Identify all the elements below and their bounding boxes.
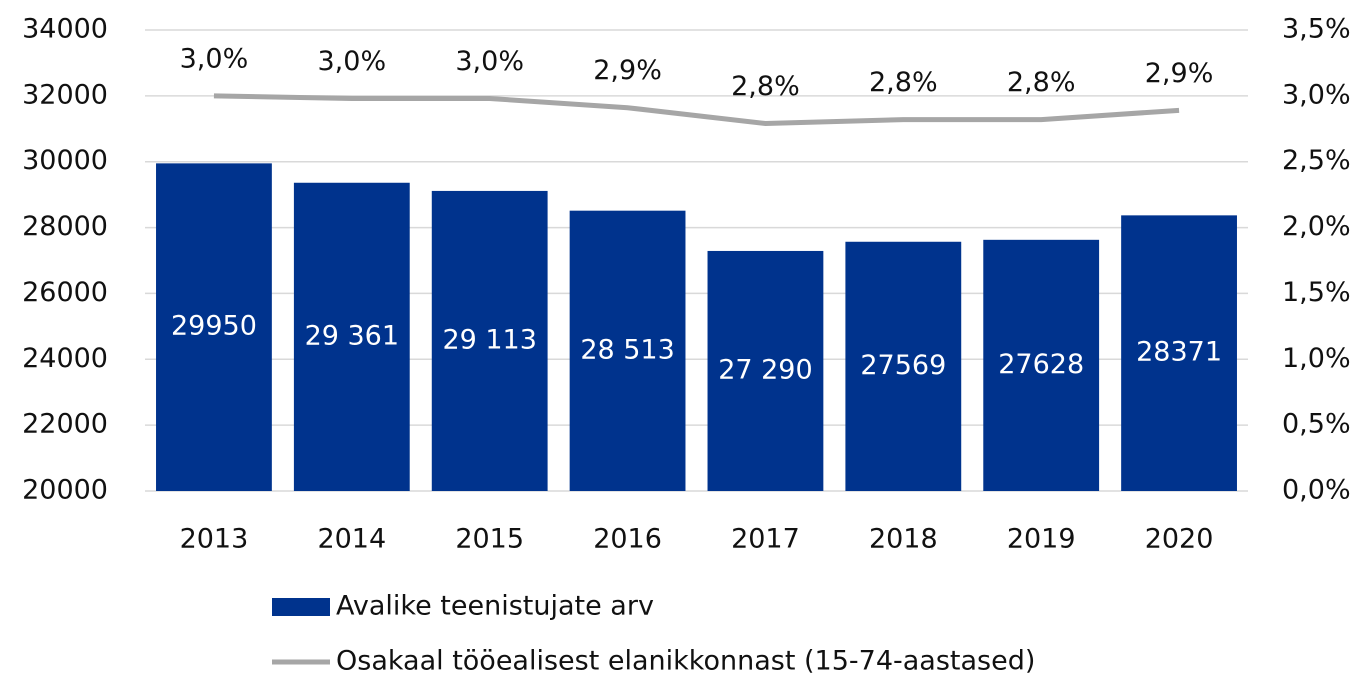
y2-tick-label: 3,5% (1282, 14, 1351, 45)
y-tick-label: 20000 (22, 475, 108, 506)
bar-value-label: 27 290 (718, 354, 812, 385)
y2-tick-label: 1,0% (1282, 343, 1351, 374)
y2-tick-label: 1,5% (1282, 277, 1351, 308)
x-tick-label: 2015 (455, 524, 524, 555)
bar (293, 182, 410, 491)
bar (1121, 215, 1237, 492)
bar (569, 210, 686, 491)
y-tick-label: 28000 (22, 211, 108, 242)
line-value-label: 3,0% (455, 46, 524, 77)
x-tick-label: 2019 (1007, 524, 1076, 555)
line-value-label: 2,9% (593, 55, 662, 86)
y2-tick-label: 3,0% (1282, 79, 1351, 110)
y2-tick-label: 2,0% (1282, 211, 1351, 242)
line-value-label: 2,9% (1145, 58, 1214, 89)
x-tick-label: 2018 (869, 524, 938, 555)
bar-value-label: 28371 (1136, 337, 1222, 368)
bar (156, 163, 272, 491)
bar-value-label: 27569 (860, 350, 946, 381)
bar-value-label: 29950 (171, 311, 257, 342)
legend-swatch (272, 598, 330, 616)
legend-label: Avalike teenistujate arv (336, 591, 654, 622)
y-tick-label: 32000 (22, 79, 108, 110)
x-tick-label: 2016 (593, 524, 662, 555)
line (213, 93, 1180, 127)
bar-value-label: 29 113 (442, 324, 536, 355)
y2-tick-label: 0,5% (1282, 409, 1351, 440)
bar-value-label: 29 361 (305, 320, 399, 351)
line-value-label: 3,0% (318, 46, 387, 77)
line-value-label: 2,8% (1007, 67, 1076, 98)
bar (707, 250, 824, 491)
x-tick-label: 2013 (180, 524, 249, 555)
line-value-label: 3,0% (180, 43, 249, 74)
line-value-label: 2,8% (731, 71, 800, 102)
bar (431, 190, 548, 491)
bar (845, 241, 962, 491)
legend-label: Osakaal tööealisest elanikkonnast (15-74… (336, 646, 1035, 677)
x-tick-label: 2020 (1145, 524, 1214, 555)
x-tick-label: 2014 (317, 524, 386, 555)
y-tick-label: 30000 (22, 145, 108, 176)
y2-tick-label: 2,5% (1282, 145, 1351, 176)
x-tick-label: 2017 (731, 524, 800, 555)
bar-value-label: 28 513 (580, 334, 674, 365)
y-tick-label: 24000 (22, 343, 108, 374)
bar (983, 239, 1100, 491)
line-value-label: 2,8% (869, 67, 938, 98)
y-tick-label: 22000 (22, 409, 108, 440)
y-tick-label: 26000 (22, 277, 108, 308)
y-tick-label: 34000 (22, 14, 108, 45)
y2-tick-label: 0,0% (1282, 475, 1351, 506)
bar-value-label: 27628 (998, 349, 1084, 380)
